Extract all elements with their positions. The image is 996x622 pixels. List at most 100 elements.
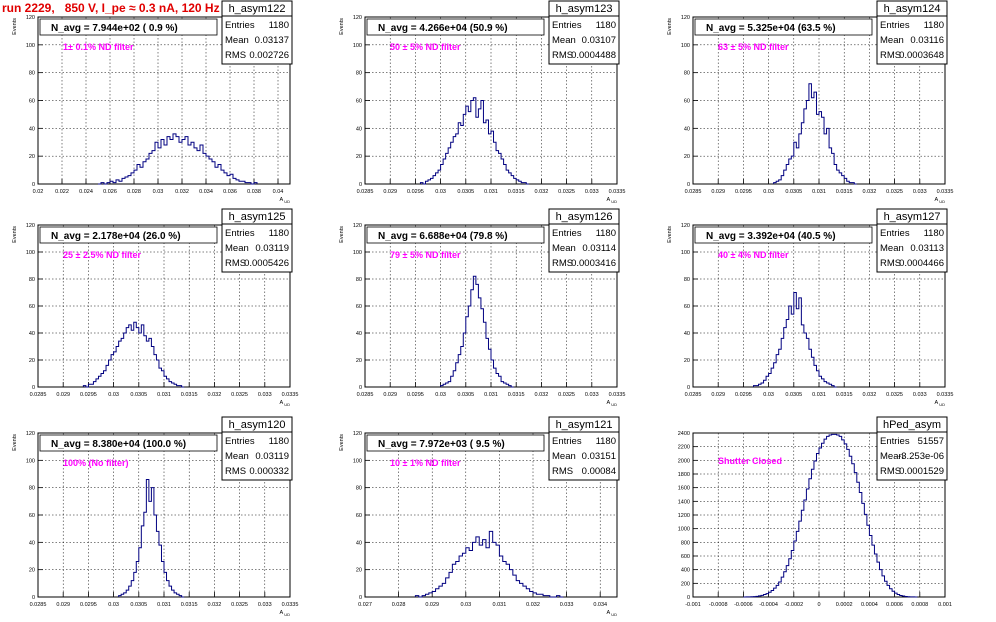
stats-label-entries: Entries: [225, 228, 255, 239]
stats-box: [221, 223, 293, 273]
histogram-panel-h_asym123: 0.0285 0.029 0.0295 0.03 0.0305 0.031 0.0315 0.…: [339, 0, 625, 204]
x-tick-label: 0.03: [460, 602, 471, 608]
x-tick-label: 0.033: [585, 392, 599, 398]
x-tick-label: 0.0295: [80, 602, 97, 608]
x-tick-label: 0.029: [711, 392, 725, 398]
x-tick-label: 0.033: [913, 392, 927, 398]
y-tick-label: 60: [29, 99, 35, 105]
x-tick-label: 0.036: [223, 189, 237, 195]
y-tick-label: 0: [687, 385, 690, 391]
y-tick-label: 200: [681, 581, 690, 587]
y-axis-title: Events: [12, 434, 18, 451]
x-tick-label: 0.0295: [80, 392, 97, 398]
navg-label: N_avg = 7.972e+03 ( 9.5 %): [378, 439, 505, 450]
x-tick-label: 0.032: [526, 602, 540, 608]
y-tick-label: 80: [356, 486, 362, 492]
stats-value-rms: 0.0001529: [899, 466, 944, 477]
y-tick-label: 40: [356, 331, 362, 337]
y-tick-label: 2000: [678, 458, 690, 464]
stats-box: [876, 431, 948, 481]
y-tick-label: 0: [32, 595, 35, 601]
x-tick-label: -0.0004: [759, 602, 778, 608]
x-tick-label: 0.034: [593, 602, 607, 608]
y-tick-label: 80: [29, 486, 35, 492]
stats-label-rms: RMS: [552, 50, 573, 61]
y-axis-title: Events: [12, 18, 18, 35]
x-tick-label: 0.029: [56, 392, 70, 398]
y-tick-label: 1600: [678, 486, 690, 492]
histogram-name: h_asym127: [884, 211, 941, 223]
stats-value-mean: 0.03116: [910, 35, 944, 46]
stats-label-mean: Mean: [552, 451, 576, 462]
y-tick-label: 400: [681, 568, 690, 574]
x-tick-label: 0.028: [392, 602, 406, 608]
navg-label: N_avg = 2.178e+04 (26.0 %): [51, 231, 181, 242]
filter-note: 10 ± 1% ND filter: [390, 458, 461, 468]
navg-label: N_avg = 4.266e+04 (50.9 %): [378, 23, 508, 34]
y-tick-label: 0: [359, 182, 362, 188]
x-tick-label: 0.0305: [785, 189, 802, 195]
y-tick-label: 80: [356, 71, 362, 77]
x-tick-label: -0.0006: [734, 602, 753, 608]
y-axis-title: Events: [667, 18, 673, 35]
stats-label-entries: Entries: [880, 20, 910, 31]
x-tick-label: 0.031: [812, 392, 826, 398]
stats-label-rms: RMS: [552, 258, 573, 269]
histogram-panel-hPed_asym: -0.001 -0.0008 -0.0006 -0.0004 -0.0002 0 0.000…: [678, 416, 952, 608]
y-tick-label: 120: [26, 15, 35, 21]
histogram-panel-h_asym124: 0.0285 0.029 0.0295 0.03 0.0305 0.031 0.0315 0.…: [667, 0, 953, 204]
x-tick-label: 0.031: [157, 392, 171, 398]
histogram-line: [773, 83, 857, 185]
x-tick-label: 0.0006: [886, 602, 903, 608]
x-tick-label: 0.029: [425, 602, 439, 608]
stats-label-mean: Mean: [225, 243, 249, 254]
filter-note: 1± 0.1% ND filter: [63, 42, 134, 52]
x-tick-label: 0.024: [79, 189, 93, 195]
x-tick-label: 0.0315: [508, 189, 525, 195]
filter-note: 40 ± 4% ND filter: [718, 250, 789, 260]
y-tick-label: 80: [29, 71, 35, 77]
stats-value-entries: 1180: [924, 20, 944, 31]
histogram-name: h_asym124: [884, 3, 941, 15]
x-tick-label: 0.04: [273, 189, 284, 195]
stats-value-mean: 0.03113: [910, 243, 944, 254]
y-tick-label: 0: [687, 182, 690, 188]
x-tick-label: 0.032: [175, 189, 189, 195]
x-tick-label: 0.032: [535, 189, 549, 195]
x-tick-label: 0.0285: [30, 602, 47, 608]
x-tick-label: 0.0315: [836, 189, 853, 195]
histogram-line: [82, 321, 185, 388]
y-tick-label: 600: [681, 554, 690, 560]
x-tick-label: 0.031: [812, 189, 826, 195]
x-tick-label: 0.033: [560, 602, 574, 608]
x-tick-label: 0.0002: [836, 602, 853, 608]
stats-value-entries: 1180: [269, 228, 289, 239]
y-tick-label: 1800: [678, 472, 690, 478]
stats-value-rms: 0.0003648: [899, 50, 944, 61]
histogram-name: h_asym120: [229, 419, 286, 431]
navg-label: N_avg = 7.944e+02 ( 0.9 %): [51, 23, 178, 34]
stats-value-entries: 1180: [924, 228, 944, 239]
x-tick-label: 0.027: [358, 602, 372, 608]
y-tick-label: 80: [684, 71, 690, 77]
histogram-panel-h_asym126: 0.0285 0.029 0.0295 0.03 0.0305 0.031 0.0315 0.…: [339, 208, 625, 407]
histogram-line: [419, 97, 529, 185]
x-tick-label: 0.0305: [457, 189, 474, 195]
y-tick-label: 60: [356, 304, 362, 310]
stats-label-mean: Mean: [552, 35, 576, 46]
histogram-line: [440, 275, 514, 388]
y-tick-label: 60: [356, 513, 362, 519]
x-tick-label: 0.0295: [735, 392, 752, 398]
x-tick-label: 0.0315: [181, 392, 198, 398]
stats-value-mean: 0.03137: [255, 35, 289, 46]
stats-label-rms: RMS: [880, 466, 901, 477]
y-tick-label: 40: [29, 540, 35, 546]
x-tick-label: 0.0325: [231, 392, 248, 398]
y-tick-label: 20: [356, 154, 362, 160]
stats-box: [548, 15, 620, 65]
filter-note: Shutter Closed: [718, 456, 782, 466]
filter-note: 50 ± 5% ND filter: [390, 42, 461, 52]
x-tick-label: 0.0008: [911, 602, 928, 608]
x-tick-label: 0.03: [763, 392, 774, 398]
stats-value-entries: 51557: [918, 436, 944, 447]
